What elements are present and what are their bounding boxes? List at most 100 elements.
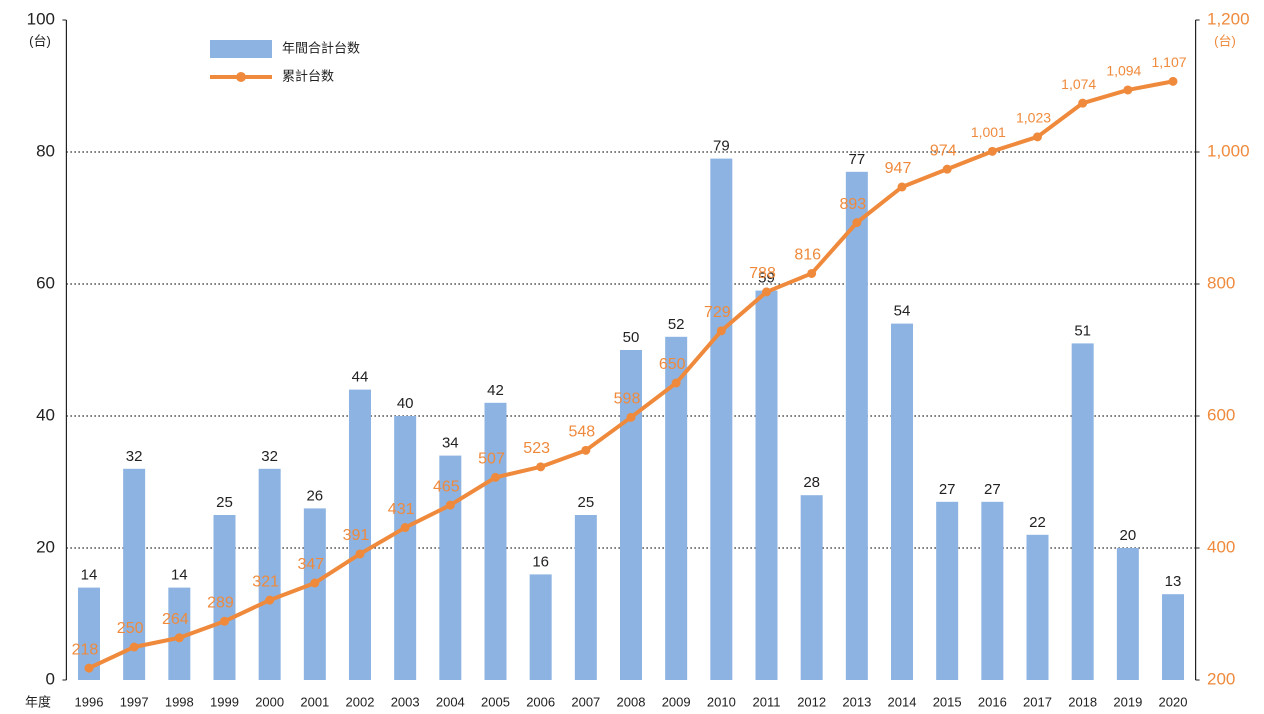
bar xyxy=(710,158,733,681)
bar-value-label: 26 xyxy=(306,487,323,504)
x-tick-label: 2002 xyxy=(346,694,375,709)
bar xyxy=(891,323,914,680)
bar-value-label: 59 xyxy=(758,270,775,287)
x-tick-label: 2006 xyxy=(526,694,555,709)
line-point xyxy=(626,412,636,422)
x-tick-label: 2007 xyxy=(571,694,600,709)
line-point xyxy=(265,595,275,605)
line-value-label: 347 xyxy=(297,556,324,573)
line-point xyxy=(942,164,952,174)
x-tick-label: 2011 xyxy=(753,694,781,709)
x-tick-label: 2018 xyxy=(1068,694,1097,709)
bar xyxy=(981,501,1004,680)
bar xyxy=(755,290,778,680)
line-point xyxy=(219,616,229,626)
line-value-label: 321 xyxy=(252,573,279,590)
bar xyxy=(484,402,507,680)
line-value-label: 523 xyxy=(523,440,550,457)
line-value-label: 729 xyxy=(704,304,731,321)
line-point xyxy=(581,445,591,455)
bar xyxy=(213,515,236,680)
bar-value-label: 42 xyxy=(487,382,504,399)
bar-value-label: 51 xyxy=(1074,322,1091,339)
line-value-label: 250 xyxy=(117,620,144,637)
line-value-label: 788 xyxy=(749,265,776,282)
line-value-label: 1,074 xyxy=(1061,76,1096,92)
bar-value-label: 77 xyxy=(848,151,865,168)
legend-swatch xyxy=(236,72,246,82)
line-value-label: 893 xyxy=(839,196,866,213)
y2-axis-label: (台) xyxy=(1214,33,1236,48)
bar-value-label: 14 xyxy=(171,567,188,584)
bar xyxy=(1026,534,1049,680)
line-point xyxy=(1168,76,1178,86)
x-tick-label: 2003 xyxy=(391,694,420,709)
line-point xyxy=(1033,132,1043,142)
line-point xyxy=(310,578,320,588)
line-point xyxy=(355,549,365,559)
x-tick-label: 2015 xyxy=(933,694,962,709)
bar xyxy=(845,171,868,681)
line-value-label: 947 xyxy=(885,160,912,177)
bar-value-label: 44 xyxy=(352,369,369,386)
line-value-label: 816 xyxy=(794,247,821,264)
x-tick-label: 2013 xyxy=(842,694,871,709)
y2-tick-label: 800 xyxy=(1207,273,1235,292)
bar xyxy=(800,495,823,680)
line-point xyxy=(129,642,139,652)
line-point xyxy=(445,500,455,510)
bar-value-label: 34 xyxy=(442,435,459,452)
bar xyxy=(1071,343,1094,680)
x-tick-label: 2004 xyxy=(436,694,465,709)
bar xyxy=(620,350,642,680)
bar xyxy=(529,574,552,680)
bar-value-label: 79 xyxy=(713,138,730,155)
line-value-label: 1,094 xyxy=(1106,63,1141,79)
x-tick-label: 1999 xyxy=(210,694,239,709)
line-value-label: 1,107 xyxy=(1151,54,1186,70)
bar-value-label: 20 xyxy=(1120,527,1137,544)
bar-value-label: 14 xyxy=(81,567,98,584)
bar xyxy=(303,508,326,680)
line-value-label: 1,001 xyxy=(971,124,1006,140)
bar-value-label: 27 xyxy=(984,481,1001,498)
line-value-label: 431 xyxy=(388,501,415,518)
bar-value-label: 27 xyxy=(939,481,956,498)
x-tick-label: 2000 xyxy=(255,694,284,709)
x-tick-label: 2009 xyxy=(662,694,691,709)
y2-tick-label: 1,000 xyxy=(1207,141,1250,160)
bar-value-label: 50 xyxy=(623,329,640,346)
x-tick-label: 2010 xyxy=(707,694,736,709)
line-point xyxy=(400,523,410,533)
x-tick-label: 1998 xyxy=(165,694,194,709)
bar-value-label: 32 xyxy=(126,448,143,465)
y2-tick-label: 600 xyxy=(1207,405,1235,424)
bar-value-label: 28 xyxy=(803,474,820,491)
line-point xyxy=(490,472,500,482)
line-point xyxy=(671,378,681,388)
bar xyxy=(348,389,371,680)
bar xyxy=(665,336,688,680)
bar xyxy=(936,501,959,680)
y-tick-label: 60 xyxy=(36,273,55,292)
x-tick-label: 2008 xyxy=(617,694,646,709)
bar xyxy=(574,515,597,680)
line-value-label: 650 xyxy=(659,356,686,373)
line-point xyxy=(174,633,184,643)
y2-tick-label: 1,200 xyxy=(1207,9,1250,28)
x-tick-label: 2020 xyxy=(1159,694,1188,709)
line-point xyxy=(762,287,772,297)
line-value-label: 391 xyxy=(343,527,370,544)
line-point xyxy=(84,663,94,673)
x-tick-label: 2016 xyxy=(978,694,1007,709)
line-point xyxy=(897,182,907,192)
line-value-label: 548 xyxy=(568,424,595,441)
x-tick-label: 2012 xyxy=(797,694,826,709)
y-tick-label: 40 xyxy=(36,405,55,424)
bar-value-label: 52 xyxy=(668,316,685,333)
line-value-label: 1,023 xyxy=(1016,110,1051,126)
y2-tick-label: 200 xyxy=(1207,669,1235,688)
line-value-label: 974 xyxy=(930,142,957,159)
